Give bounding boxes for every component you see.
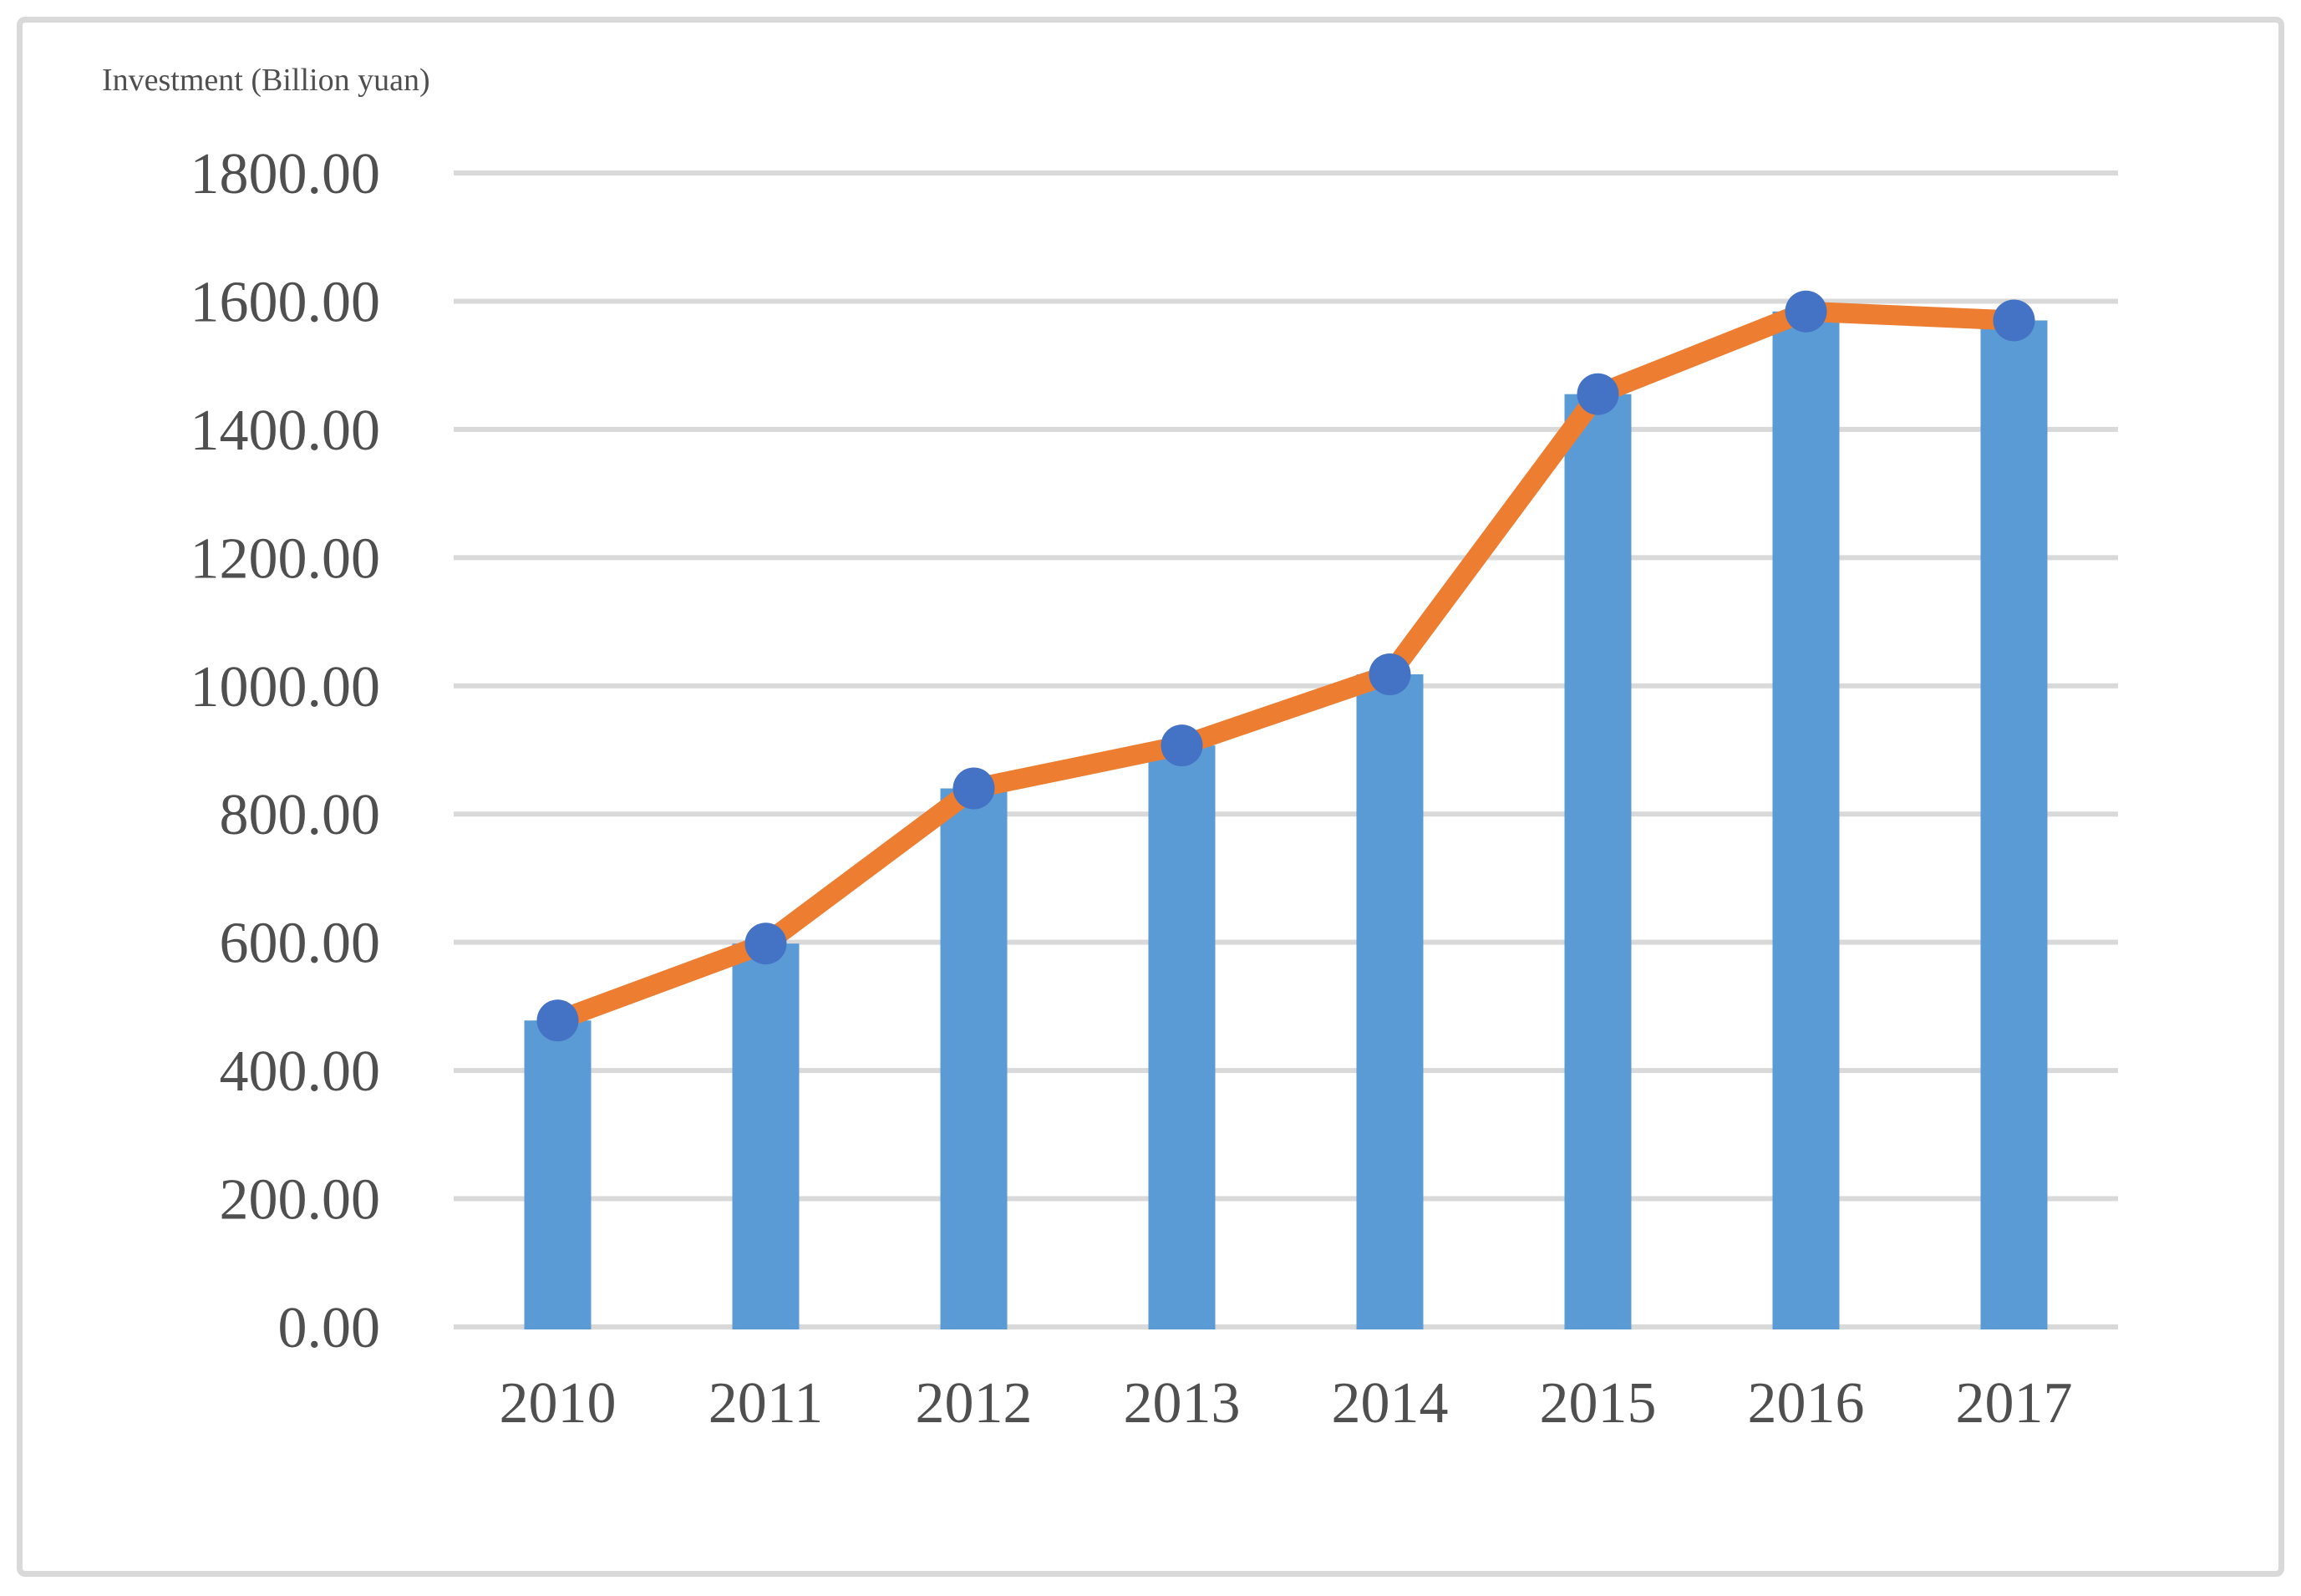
bar bbox=[1564, 394, 1632, 1330]
bar bbox=[1980, 320, 2048, 1329]
x-tick-label: 2010 bbox=[500, 1371, 617, 1436]
y-tick-label: 1800.00 bbox=[190, 142, 381, 206]
bar bbox=[1772, 311, 1840, 1330]
bar bbox=[524, 1020, 592, 1329]
bar bbox=[1356, 673, 1424, 1329]
bar bbox=[940, 788, 1008, 1329]
line-marker bbox=[536, 999, 579, 1042]
x-tick-label: 2017 bbox=[1956, 1371, 2073, 1436]
x-tick-label: 2014 bbox=[1332, 1371, 1449, 1436]
line-marker bbox=[1993, 299, 2035, 342]
bar bbox=[1148, 745, 1216, 1329]
line-marker bbox=[1785, 290, 1827, 333]
y-tick-label: 400.00 bbox=[220, 1039, 381, 1104]
y-tick-label: 1200.00 bbox=[190, 526, 381, 591]
y-tick-label: 1400.00 bbox=[190, 399, 381, 463]
x-tick-label: 2013 bbox=[1124, 1371, 1241, 1436]
line-marker bbox=[1369, 653, 1411, 695]
line-marker bbox=[744, 923, 787, 965]
line-marker bbox=[1577, 373, 1619, 415]
y-tick-label: 200.00 bbox=[220, 1168, 381, 1233]
x-tick-label: 2012 bbox=[916, 1371, 1033, 1436]
x-tick-label: 2015 bbox=[1540, 1371, 1657, 1436]
y-tick-label: 800.00 bbox=[220, 783, 381, 847]
line-marker bbox=[952, 767, 995, 810]
y-tick-label: 0.00 bbox=[278, 1296, 381, 1360]
line-marker bbox=[1161, 724, 1203, 767]
x-tick-label: 2011 bbox=[709, 1371, 823, 1436]
y-tick-label: 1600.00 bbox=[190, 270, 381, 334]
line-series bbox=[547, 301, 2024, 1031]
x-tick-label: 2016 bbox=[1748, 1371, 1865, 1436]
chart-title: Investment (Billion yuan) bbox=[102, 63, 430, 98]
bar bbox=[732, 943, 800, 1329]
y-tick-label: 600.00 bbox=[220, 912, 381, 976]
y-tick-label: 1000.00 bbox=[190, 655, 381, 719]
